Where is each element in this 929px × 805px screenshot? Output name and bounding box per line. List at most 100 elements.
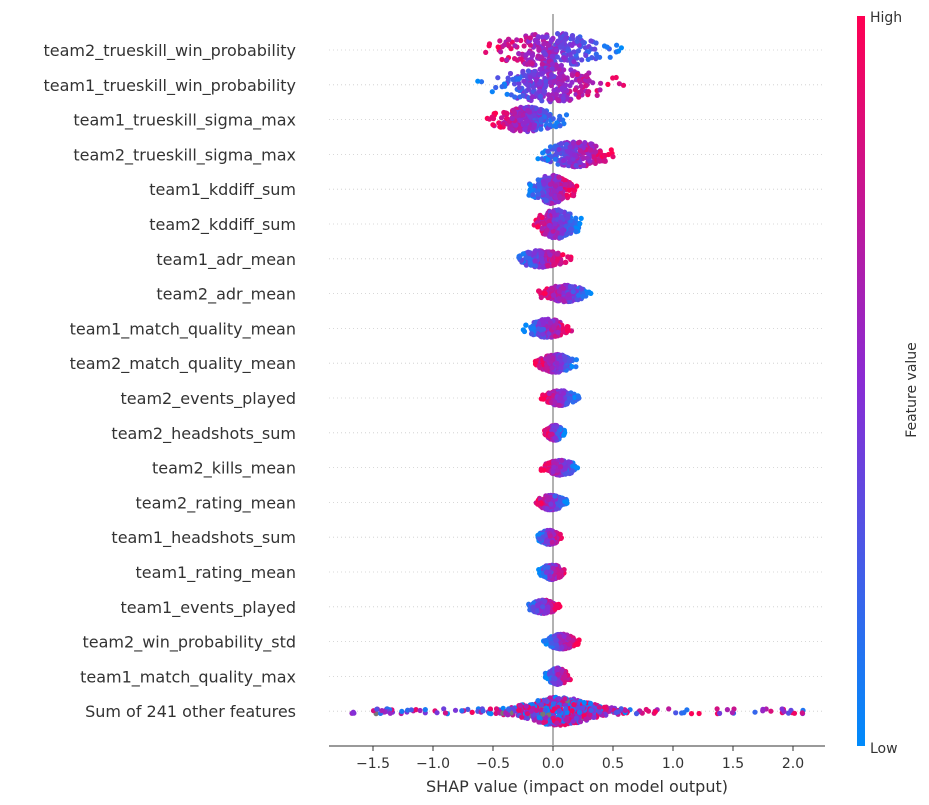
shap-dot [608,147,614,153]
shap-dot [504,110,510,116]
shap-dot [614,42,620,48]
feature-row-dots [526,597,563,616]
shap-dot [547,573,553,579]
feature-row-dots [531,207,584,241]
shap-dot [535,501,541,507]
shap-dot [511,81,518,87]
shap-dot [564,400,570,406]
shap-dot [544,365,550,371]
shap-dot [584,290,591,296]
shap-dot [555,80,561,86]
shap-dot [520,92,526,98]
shap-dot [520,112,526,118]
feature-row-dots [349,694,806,728]
shap-dot [556,193,563,199]
shap-dot [550,392,556,399]
shap-dot [554,360,560,366]
shap-dot [556,174,562,180]
shap-dot [560,285,567,291]
shap-dot [566,327,572,333]
shap-dot [543,569,550,576]
shap-dot [565,155,571,161]
shap-dot [522,119,528,126]
shap-dot [556,67,563,73]
feature-row-dots [538,457,581,478]
shap-dot [568,226,574,232]
shap-dot [518,37,524,44]
shap-dot [535,177,541,183]
shap-dot [602,153,608,159]
shap-dot [579,88,585,94]
shap-dot [559,85,565,91]
shap-dot [570,140,577,146]
shap-dot [540,331,546,337]
shap-dot [536,289,543,295]
shap-dot [559,215,565,221]
shap-dot [518,56,524,62]
shap-dot [546,112,552,118]
shap-dot [575,48,582,54]
shap-dot [498,115,505,121]
shap-dot [546,390,552,397]
shap-dot [553,424,559,430]
shap-dot [550,292,557,298]
shap-dot [504,57,510,63]
shap-dot [526,86,532,92]
shap-dot [552,606,558,612]
shap-dot [552,156,559,162]
shap-dot [547,181,554,187]
shap-dot [562,499,568,505]
shap-dot [560,157,567,164]
shap-dot [530,192,536,198]
shap-dot [506,37,512,43]
shap-dot [577,159,583,166]
shap-dot [544,227,550,233]
shap-dot [566,641,573,647]
shap-dot [510,76,516,82]
feature-row-dots [536,282,594,305]
shap-dot [528,187,534,193]
shap-dot [602,157,608,163]
shap-dot [543,573,549,580]
shap-dot [516,80,522,86]
shap-dot [557,123,563,129]
shap-dot [549,53,555,59]
shap-dot [616,81,623,87]
shap-dot [544,34,550,40]
shap-dot [536,45,542,51]
shap-dot [497,38,503,44]
shap-dot [538,257,545,263]
feature-row-dots [475,65,627,105]
shap-dot [561,633,567,639]
shap-dot [495,44,501,50]
shap-dot [527,35,534,41]
shap-dot [574,71,580,78]
shap-dot [498,49,504,55]
shap-dot [525,68,532,74]
shap-dot [538,294,544,301]
shap-dot [567,144,573,150]
shap-dot [572,87,578,93]
shap-dot [546,222,553,229]
shap-dot [607,54,613,60]
shap-dot [569,33,576,39]
shap-dot [544,506,550,512]
shap-dot [613,74,619,81]
shap-dot [517,128,523,134]
shap-dot [527,259,533,265]
shap-dot [499,84,505,90]
shap-dot [512,94,518,100]
shap-dot [531,325,537,331]
shap-dot [569,364,575,370]
shap-dot [582,140,588,146]
shap-dot [538,327,544,333]
shap-dot [547,122,553,128]
shap-dot [507,70,514,77]
shap-dot [525,249,531,255]
shap-dot [555,329,561,335]
shap-dot [523,52,529,58]
shap-dot [557,354,563,360]
shap-dot [511,110,518,116]
shap-dot [561,432,567,438]
feature-row-dots [538,388,582,408]
